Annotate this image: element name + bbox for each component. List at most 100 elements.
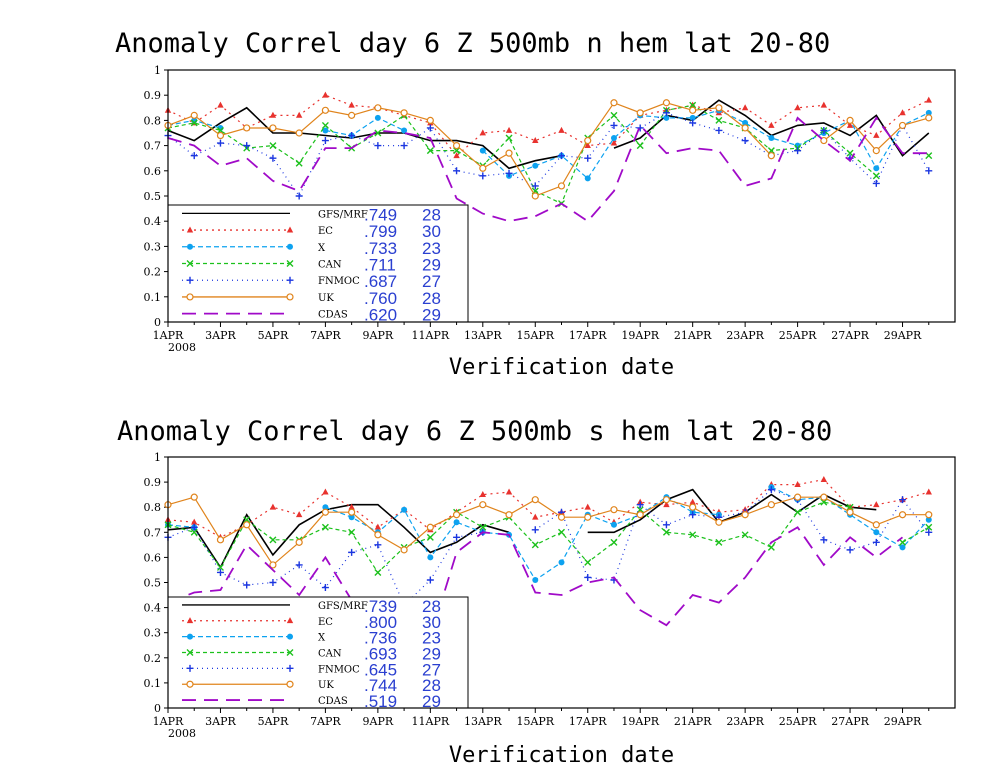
- data-point: [662, 528, 670, 536]
- data-point: [505, 488, 513, 495]
- legend-series-name: FNMOC: [318, 276, 360, 287]
- y-tick-label: 0.9: [144, 89, 162, 102]
- legend-series-stat: .733: [364, 239, 397, 258]
- x-tick-label: 25APR: [779, 715, 817, 728]
- data-point: [873, 165, 880, 172]
- x-tick-label: 1APR: [153, 329, 184, 342]
- series-cdas: [167, 116, 929, 223]
- legend-marker: [286, 276, 294, 284]
- data-point: [505, 126, 513, 133]
- data-point: [216, 568, 224, 576]
- x-year-label: 2008: [168, 341, 196, 354]
- data-point: [269, 111, 277, 118]
- x-tick-label: 3APR: [205, 715, 236, 728]
- legend: GFS/MRF.749 28 EC .799 30 X .733 23 CAN .711 29 FNM…: [167, 204, 469, 325]
- x-tick-label: 9APR: [363, 715, 394, 728]
- data-point: [794, 481, 801, 488]
- x-axis-label: Verification date: [449, 743, 674, 768]
- data-point: [321, 508, 329, 516]
- series-line: [167, 526, 483, 607]
- data-point: [243, 581, 251, 589]
- series-uk: [164, 99, 933, 200]
- series-line: [167, 106, 562, 170]
- legend-series-count: 28: [422, 597, 441, 616]
- data-point: [374, 129, 382, 137]
- data-point: [374, 104, 382, 112]
- data-point: [873, 131, 880, 138]
- x-tick-label: 23APR: [726, 715, 764, 728]
- data-point: [216, 536, 225, 544]
- data-point: [899, 544, 906, 551]
- data-point: [741, 137, 749, 145]
- data-point: [190, 111, 198, 119]
- data-point: [295, 159, 303, 167]
- series-line: [167, 112, 930, 198]
- data-point: [322, 488, 329, 495]
- x-tick-label: 5APR: [258, 715, 289, 728]
- series-can: [164, 498, 933, 576]
- data-point: [322, 504, 329, 511]
- data-point: [243, 516, 251, 524]
- data-point: [925, 528, 933, 536]
- data-point: [400, 546, 408, 554]
- data-point: [426, 124, 434, 132]
- data-point: [584, 558, 592, 566]
- data-point: [374, 531, 382, 539]
- data-point: [820, 498, 828, 506]
- series-line: [167, 524, 195, 528]
- data-point: [584, 175, 591, 182]
- y-tick-label: 0.1: [144, 677, 162, 690]
- data-point: [269, 503, 277, 510]
- data-point: [767, 543, 775, 551]
- data-point: [663, 501, 670, 508]
- data-point: [610, 506, 618, 514]
- data-point: [190, 493, 198, 501]
- y-tick-label: 1: [154, 451, 161, 464]
- data-point: [269, 124, 277, 132]
- legend-series-stat: .760: [364, 289, 397, 308]
- legend-series-name: UK: [318, 293, 334, 304]
- legend-series-name: GFS/MRF: [318, 601, 368, 612]
- data-point: [426, 533, 434, 541]
- data-point: [191, 518, 198, 525]
- legend-series-stat: .749: [364, 205, 397, 224]
- data-point: [793, 493, 802, 501]
- data-point: [767, 152, 775, 160]
- data-point: [872, 172, 880, 180]
- x-tick-label: 23APR: [726, 329, 764, 342]
- legend-series-name: CDAS: [318, 310, 348, 321]
- series-line: [167, 104, 877, 205]
- data-point: [243, 124, 251, 132]
- data-point: [662, 99, 671, 107]
- data-point: [820, 136, 828, 145]
- legend-marker: [186, 617, 194, 624]
- legend-series-count: 23: [422, 239, 441, 258]
- x-tick-label: 11APR: [412, 715, 450, 728]
- data-point: [348, 528, 356, 536]
- legend-series-stat: .744: [364, 676, 397, 695]
- y-tick-label: 0.5: [144, 577, 162, 590]
- data-point: [348, 111, 356, 119]
- data-point: [216, 126, 224, 134]
- y-tick-label: 0.8: [144, 501, 162, 514]
- chart-title: Anomaly Correl day 6 Z 500mb n hem lat 2…: [115, 28, 830, 59]
- data-point: [715, 538, 723, 546]
- x-tick-label: 3APR: [205, 329, 236, 342]
- legend-marker: [287, 243, 293, 250]
- y-tick-label: 0.6: [144, 165, 162, 178]
- data-point: [846, 503, 854, 511]
- data-point: [610, 521, 617, 528]
- data-point: [689, 101, 697, 109]
- data-point: [558, 528, 565, 536]
- data-point: [768, 135, 775, 142]
- legend-series-name: EC: [318, 617, 333, 628]
- data-point: [532, 136, 539, 143]
- legend-series-name: CAN: [318, 649, 342, 660]
- data-point: [531, 496, 539, 504]
- legend-series-count: 28: [422, 676, 441, 695]
- y-tick-label: 0.1: [144, 291, 162, 304]
- series-line: [902, 526, 930, 543]
- data-point: [715, 518, 723, 526]
- y-tick-label: 0.7: [144, 140, 162, 153]
